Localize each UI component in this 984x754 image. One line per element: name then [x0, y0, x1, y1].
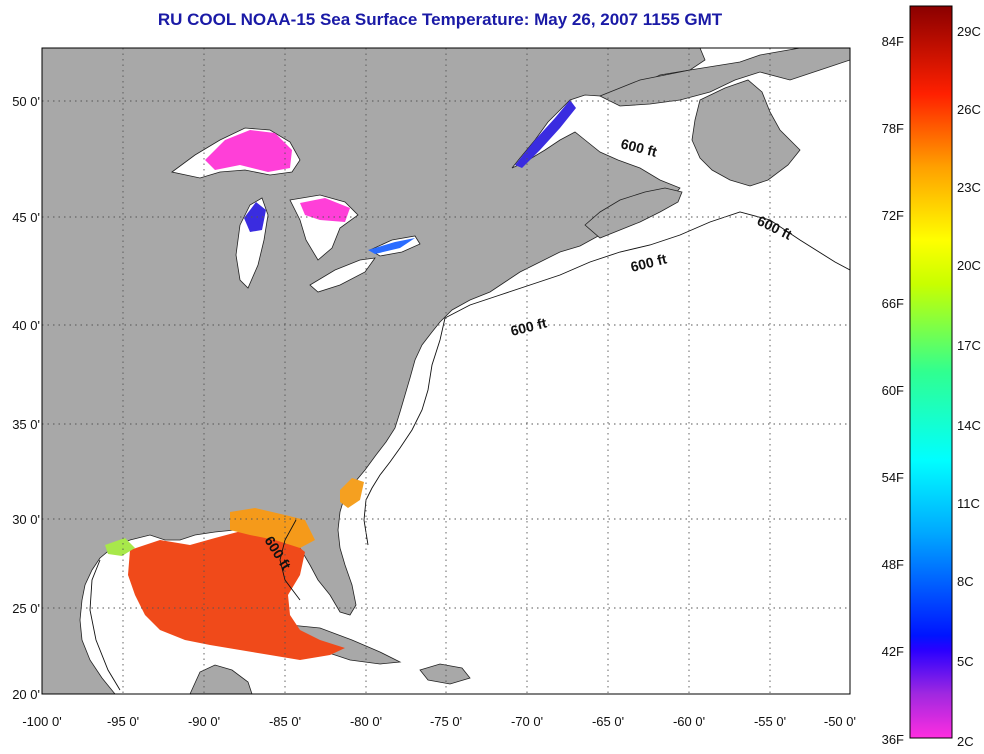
lon-tick-label: -90 0' [188, 714, 220, 729]
lat-tick-label: 30 0' [12, 512, 40, 527]
lon-tick-label: -55 0' [754, 714, 786, 729]
lake-erie [309, 257, 376, 293]
map-title: RU COOL NOAA-15 Sea Surface Temperature:… [157, 10, 723, 29]
colorbar-c-label: 11C [957, 496, 980, 511]
st-lawrence-sst [515, 100, 576, 168]
colorbar-c-label: 8C [957, 574, 974, 589]
lon-tick-label: -70 0' [511, 714, 543, 729]
lon-tick-label: -60 0' [673, 714, 705, 729]
colorbar-f-label: 36F [882, 732, 904, 747]
hispaniola-land [419, 663, 471, 685]
lat-tick-label: 45 0' [12, 210, 40, 225]
nova-scotia-land [584, 187, 683, 239]
colorbar-f-label: 78F [882, 121, 904, 136]
colorbar-c-label: 26C [957, 102, 981, 117]
lon-tick-label: -80 0' [350, 714, 382, 729]
colorbar-c-label: 29C [957, 24, 981, 39]
lon-tick-label: -95 0' [107, 714, 139, 729]
lat-tick-label: 50 0' [12, 94, 40, 109]
lat-axis: 20 0' 25 0' 30 0' 35 0' 40 0' 45 0' 50 0… [12, 94, 40, 702]
gulf-orange-sst [230, 508, 315, 548]
lat-tick-label: 40 0' [12, 318, 40, 333]
colorbar-f-label: 72F [882, 208, 904, 223]
colorbar-c-labels: 29C 26C 23C 20C 17C 14C 11C 8C 5C 2C [957, 24, 981, 749]
north-america-land [42, 48, 706, 694]
colorbar [909, 5, 953, 739]
isobath-600ft [89, 211, 850, 691]
colorbar-f-label: 48F [882, 557, 904, 572]
newfoundland-land [691, 79, 801, 187]
florida-orange-sst [340, 478, 364, 508]
lat-tick-label: 35 0' [12, 417, 40, 432]
colorbar-f-label: 54F [882, 470, 904, 485]
colorbar-c-label: 14C [957, 418, 981, 433]
lon-axis: -100 0' -95 0' -90 0' -85 0' -80 0' -75 … [22, 714, 856, 729]
colorbar-f-label: 60F [882, 383, 904, 398]
lon-tick-label: -65 0' [592, 714, 624, 729]
colorbar-c-label: 5C [957, 654, 974, 669]
colorbar-c-label: 20C [957, 258, 981, 273]
colorbar-f-label: 84F [882, 34, 904, 49]
lon-tick-label: -75 0' [430, 714, 462, 729]
yucatan-land [189, 664, 253, 694]
lake-michigan-sst [244, 202, 266, 232]
gulf-warm-sst [128, 528, 345, 660]
colorbar-c-label: 23C [957, 180, 981, 195]
lon-tick-label: -100 0' [22, 714, 61, 729]
colorbar-c-label: 2C [957, 734, 974, 749]
colorbar-f-labels: 84F 78F 72F 66F 60F 54F 48F 42F 36F [882, 34, 904, 747]
colorbar-f-label: 42F [882, 644, 904, 659]
lake-erie-sst [368, 238, 415, 254]
lake-superior-sst [205, 130, 292, 172]
lat-tick-label: 20 0' [12, 687, 40, 702]
map-frame [41, 47, 851, 695]
lon-tick-label: -85 0' [269, 714, 301, 729]
colorbar-f-label: 66F [882, 296, 904, 311]
lake-huron-sst [300, 198, 350, 222]
gulf-green-sst [105, 538, 135, 556]
lat-tick-label: 25 0' [12, 601, 40, 616]
colorbar-c-label: 17C [957, 338, 981, 353]
lon-tick-label: -50 0' [824, 714, 856, 729]
